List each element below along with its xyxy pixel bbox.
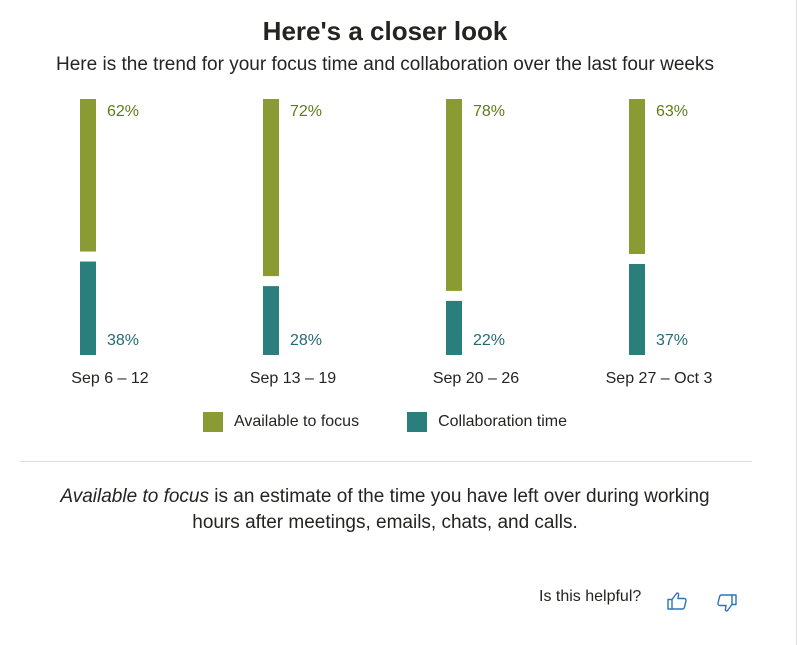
legend-label-focus: Available to focus (233, 413, 360, 430)
focus-definition-line-1: Available to focus is an estimate of the… (0, 484, 770, 510)
focus-collaboration-chart: 62% 38% Sep 6 – 12 72% 28% Sep 13 – 19 78% 22% S… (71, 99, 713, 387)
legend-swatch-collaboration (407, 412, 428, 432)
category-label-2: Sep 13 – 19 (250, 370, 336, 387)
bar-focus-2 (263, 99, 279, 277)
legend-label-collaboration: Collaboration time (438, 413, 568, 430)
bar-collaboration-4 (629, 263, 645, 355)
category-label-4: Sep 27 – Oct 3 (606, 370, 713, 387)
data-label-focus-3: 78% (473, 103, 505, 120)
chart-legend: Available to focus Collaboration time (0, 412, 770, 432)
feedback-question: Is this helpful? (539, 588, 642, 605)
focus-definition-text: is an estimate of the time you have left… (208, 486, 710, 507)
bar-collaboration-2 (263, 286, 279, 355)
feedback-prompt: Is this helpful? (539, 588, 641, 606)
bar-collaboration-3 (446, 300, 462, 355)
data-label-collaboration-1: 38% (107, 332, 139, 349)
legend-swatch-focus (202, 412, 223, 432)
bar-collaboration-1 (80, 261, 96, 355)
focus-definition: Available to focus is an estimate of the… (0, 484, 770, 536)
panel-border (796, 0, 797, 645)
page-title: Here's a closer look (262, 16, 508, 46)
legend-item-focus: Available to focus (202, 412, 360, 432)
focus-definition-line-2: hours after meetings, emails, chats, and… (192, 512, 578, 533)
data-label-collaboration-4: 37% (656, 332, 688, 349)
data-label-focus-4: 63% (656, 103, 688, 120)
bar-focus-4 (629, 99, 645, 254)
data-label-collaboration-2: 28% (290, 332, 322, 349)
category-label-1: Sep 6 – 12 (71, 370, 149, 387)
section-divider (20, 461, 752, 462)
data-label-focus-2: 72% (290, 103, 322, 120)
legend-item-collaboration: Collaboration time (407, 412, 567, 432)
bar-focus-1 (80, 99, 96, 252)
data-label-collaboration-3: 22% (473, 332, 505, 349)
category-label-3: Sep 20 – 26 (433, 370, 519, 387)
thumbs-down-icon[interactable] (715, 591, 739, 615)
bar-focus-3 (446, 99, 462, 291)
thumbs-up-icon[interactable] (665, 589, 689, 613)
page-subtitle: Here is the trend for your focus time an… (56, 54, 714, 75)
focus-definition-term: Available to focus (60, 486, 209, 507)
data-label-focus-1: 62% (107, 103, 139, 120)
